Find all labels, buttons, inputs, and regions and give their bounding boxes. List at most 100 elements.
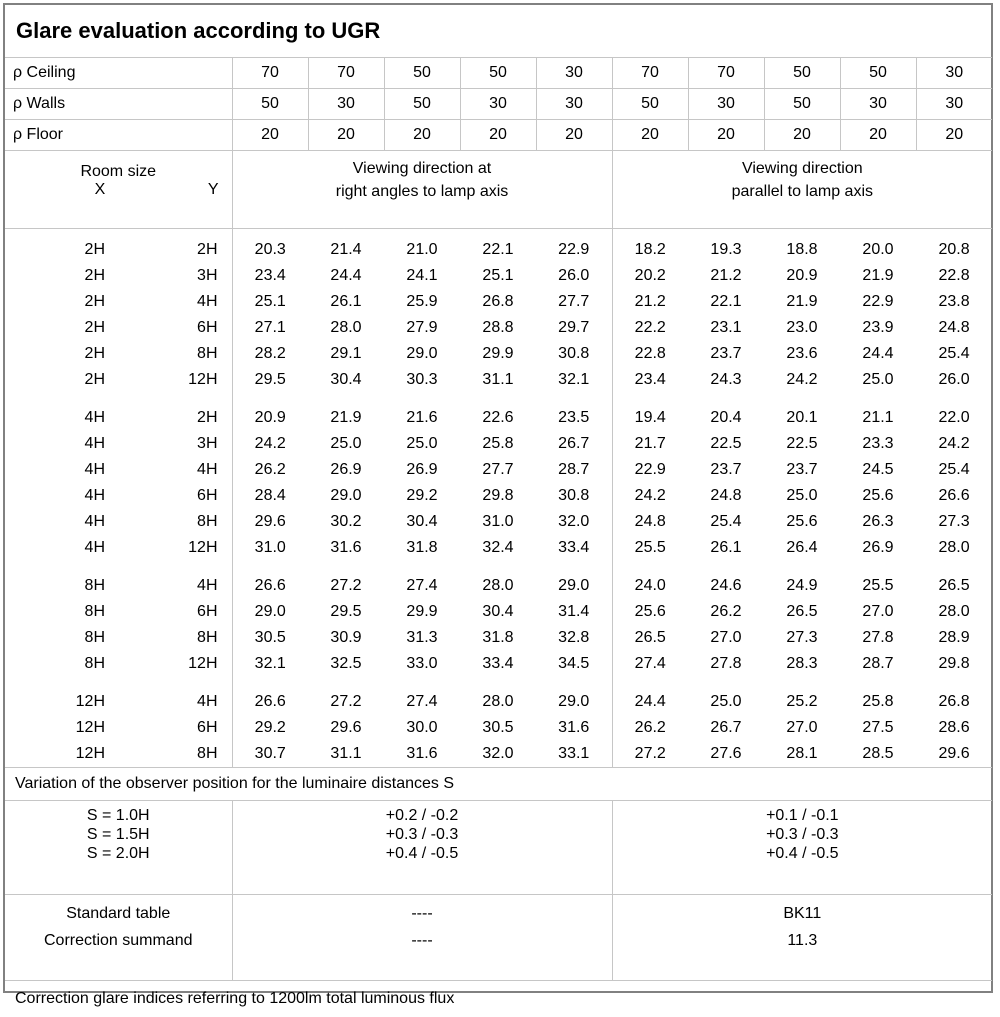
ugr-value-parallel: 26.5 [916,573,992,599]
summary-label: Correction summand [5,927,232,954]
ugr-value-right-angles: 31.1 [308,741,384,768]
variation-value: +0.4 / -0.5 [613,844,993,863]
ugr-value-parallel: 23.7 [764,457,840,483]
ugr-value-parallel: 20.0 [840,237,916,263]
spacer-cell [232,561,612,573]
reflectance-value: 70 [308,58,384,89]
ugr-value-right-angles: 22.1 [460,237,536,263]
ugr-value-parallel: 27.6 [688,741,764,768]
room-x-value: 12H [5,741,119,768]
room-x-axis-label: X [5,181,118,199]
reflectance-value: 20 [612,120,688,151]
ugr-value-right-angles: 23.5 [536,405,612,431]
ugr-value-parallel: 24.4 [612,689,688,715]
room-y-value: 8H [119,341,232,367]
ugr-value-parallel: 27.0 [688,625,764,651]
ugr-value-right-angles: 28.7 [536,457,612,483]
ugr-value-parallel: 23.7 [688,341,764,367]
spacer-row [5,393,992,405]
ugr-value-right-angles: 31.1 [460,367,536,393]
ugr-value-parallel: 20.4 [688,405,764,431]
ugr-value-parallel: 22.5 [688,431,764,457]
ugr-value-parallel: 24.8 [688,483,764,509]
ugr-value-parallel: 20.9 [764,263,840,289]
ugr-value-right-angles: 26.9 [384,457,460,483]
spacer-cell [232,393,612,405]
reflectance-value: 20 [764,120,840,151]
ugr-value-parallel: 25.6 [840,483,916,509]
ugr-value-right-angles: 31.4 [536,599,612,625]
summary-value: 11.3 [613,927,993,954]
ugr-value-right-angles: 27.7 [536,289,612,315]
ugr-value-parallel: 25.6 [764,509,840,535]
ugr-value-right-angles: 31.6 [536,715,612,741]
section-header-parallel: Viewing direction parallel to lamp axis [612,151,992,229]
footer-note: Correction glare indices referring to 12… [5,981,992,1017]
reflectance-label: ρ Floor [5,120,232,151]
ugr-value-parallel: 26.5 [612,625,688,651]
room-x-value: 8H [5,599,119,625]
ugr-value-parallel: 26.9 [840,535,916,561]
ugr-value-parallel: 25.0 [764,483,840,509]
ugr-value-parallel: 21.2 [688,263,764,289]
variation-value: +0.3 / -0.3 [233,825,612,844]
ugr-value-right-angles: 32.5 [308,651,384,677]
ugr-value-right-angles: 31.8 [460,625,536,651]
ugr-value-right-angles: 30.5 [232,625,308,651]
room-y-value: 6H [119,599,232,625]
room-y-value: 3H [119,431,232,457]
room-y-value: 12H [119,367,232,393]
ugr-value-right-angles: 29.0 [308,483,384,509]
ugr-value-parallel: 26.2 [688,599,764,625]
variation-values-right-angles: +0.2 / -0.2 +0.3 / -0.3 +0.4 / -0.5 [232,801,612,895]
room-y-value: 12H [119,651,232,677]
room-x-value: 4H [5,509,119,535]
ugr-value-parallel: 27.0 [840,599,916,625]
ugr-value-right-angles: 32.4 [460,535,536,561]
ugr-value-parallel: 23.1 [688,315,764,341]
spacer-cell [612,677,992,689]
ugr-value-right-angles: 29.5 [308,599,384,625]
spacer-row [5,677,992,689]
reflectance-value: 20 [460,120,536,151]
ugr-value-right-angles: 26.1 [308,289,384,315]
summary-labels: Standard table Correction summand [5,895,232,981]
s-distance-label: S = 2.0H [5,844,232,863]
room-y-value: 2H [119,237,232,263]
reflectance-value: 50 [764,58,840,89]
room-y-value: 12H [119,535,232,561]
ugr-value-parallel: 26.4 [764,535,840,561]
ugr-value-right-angles: 25.8 [460,431,536,457]
ugr-value-parallel: 27.4 [612,651,688,677]
reflectance-value: 30 [536,89,612,120]
ugr-value-right-angles: 21.6 [384,405,460,431]
ugr-value-right-angles: 26.9 [308,457,384,483]
reflectance-value: 70 [688,58,764,89]
summary-label: Standard table [5,900,232,927]
reflectance-value: 50 [840,58,916,89]
ugr-value-parallel: 24.2 [764,367,840,393]
reflectance-value: 50 [460,58,536,89]
ugr-value-right-angles: 32.1 [536,367,612,393]
ugr-value-right-angles: 21.9 [308,405,384,431]
ugr-value-parallel: 22.5 [764,431,840,457]
ugr-value-parallel: 27.8 [688,651,764,677]
ugr-value-parallel: 22.8 [612,341,688,367]
ugr-value-right-angles: 29.1 [308,341,384,367]
room-y-value: 4H [119,689,232,715]
ugr-value-right-angles: 32.1 [232,651,308,677]
ugr-value-parallel: 21.1 [840,405,916,431]
reflectance-value: 50 [764,89,840,120]
room-y-axis-label: Y [118,181,231,199]
ugr-value-right-angles: 29.0 [536,689,612,715]
ugr-value-parallel: 24.3 [688,367,764,393]
